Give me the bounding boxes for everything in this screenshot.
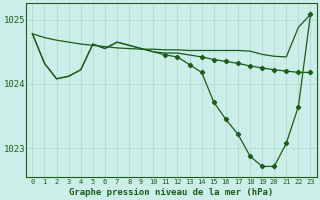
X-axis label: Graphe pression niveau de la mer (hPa): Graphe pression niveau de la mer (hPa): [69, 188, 274, 197]
